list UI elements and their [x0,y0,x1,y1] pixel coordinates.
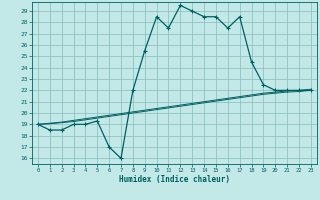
X-axis label: Humidex (Indice chaleur): Humidex (Indice chaleur) [119,175,230,184]
